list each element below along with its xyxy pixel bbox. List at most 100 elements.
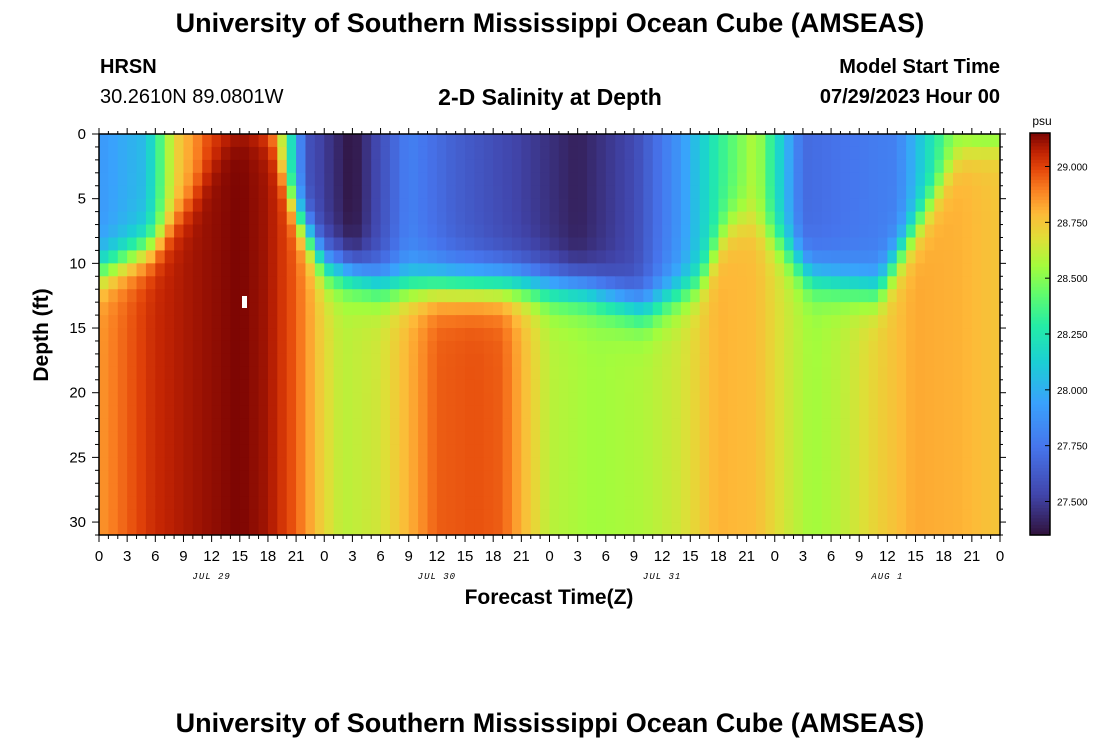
heatmap-cell [868, 289, 879, 303]
heatmap-cell [784, 392, 795, 407]
heatmap-cell [709, 198, 720, 213]
colorbar-swatch [1030, 253, 1050, 258]
heatmap-cell [239, 134, 250, 148]
heatmap-cell [887, 431, 898, 446]
heatmap-cell [615, 405, 626, 420]
heatmap-cell [849, 392, 860, 407]
heatmap-cell [192, 405, 203, 420]
heatmap-cell [831, 328, 842, 342]
heatmap-cell [418, 224, 429, 239]
heatmap-cell [267, 328, 278, 342]
heatmap-cell [324, 185, 335, 200]
heatmap-cell [164, 444, 175, 458]
heatmap-cell [380, 483, 391, 497]
heatmap-cell [887, 444, 898, 458]
heatmap-cell [221, 496, 231, 510]
heatmap-cell [436, 224, 447, 239]
heatmap-cell [549, 444, 560, 458]
heatmap-cell [221, 509, 231, 523]
heatmap-cell [117, 483, 128, 497]
heatmap-cell [671, 418, 682, 433]
heatmap-cell [343, 146, 354, 161]
heatmap-cell [727, 276, 738, 290]
heatmap-cell [192, 444, 203, 458]
heatmap-cell [981, 470, 992, 484]
heatmap-cell [483, 431, 494, 446]
heatmap-cell [831, 315, 842, 329]
heatmap-cell [934, 379, 945, 394]
heatmap-cell [662, 159, 673, 174]
heatmap-cell [314, 146, 325, 161]
heatmap-cell [155, 263, 166, 277]
heatmap-cell [793, 237, 804, 252]
heatmap-cell [624, 237, 635, 252]
heatmap-cell [145, 237, 156, 252]
heatmap-cell [117, 444, 128, 458]
heatmap-cell [690, 263, 701, 277]
heatmap-cell [455, 172, 466, 187]
colorbar-swatch [1030, 407, 1050, 412]
heatmap-cell [605, 289, 616, 303]
heatmap-cell [493, 366, 504, 381]
heatmap-cell [324, 496, 335, 510]
heatmap-cell [802, 315, 813, 329]
heatmap-cell [971, 328, 982, 342]
heatmap-cell [465, 302, 476, 316]
heatmap-cell [737, 134, 748, 148]
heatmap-cell [511, 276, 522, 290]
heatmap-cell [277, 340, 288, 355]
heatmap-cell [896, 302, 907, 316]
heatmap-cell [427, 198, 438, 213]
heatmap-cell [831, 509, 842, 523]
heatmap-cell [465, 289, 476, 303]
heatmap-cell [99, 276, 109, 290]
heatmap-cell [558, 418, 569, 433]
heatmap-cell [427, 457, 438, 471]
heatmap-cell [249, 237, 260, 252]
heatmap-cell [530, 146, 541, 161]
heatmap-cell [671, 134, 682, 148]
heatmap-cell [333, 198, 344, 213]
heatmap-cell [680, 237, 691, 252]
heatmap-cell [361, 379, 372, 394]
heatmap-cell [408, 522, 419, 535]
colorbar-swatch [1030, 213, 1050, 218]
heatmap-cell [605, 470, 616, 484]
heatmap-cell [971, 224, 982, 239]
heatmap-cell [455, 496, 466, 510]
heatmap-cell [981, 483, 992, 497]
heatmap-cell [127, 522, 138, 535]
heatmap-cell [267, 379, 278, 394]
heatmap-cell [643, 340, 654, 355]
heatmap-cell [258, 366, 269, 381]
heatmap-cell [605, 353, 616, 368]
colorbar-swatch [1030, 246, 1050, 251]
heatmap-cell [502, 353, 513, 368]
heatmap-cell [493, 224, 504, 239]
heatmap-cell [230, 431, 241, 446]
heatmap-cell [361, 405, 372, 420]
heatmap-cell [296, 418, 307, 433]
heatmap-cell [896, 159, 907, 174]
y-tick-label: 20 [69, 385, 86, 402]
heatmap-cell [680, 134, 691, 148]
heatmap-cell [596, 315, 607, 329]
heatmap-cell [324, 457, 335, 471]
heatmap-cell [746, 496, 757, 510]
heatmap-cell [633, 418, 644, 433]
heatmap-cell [981, 444, 992, 458]
heatmap-cell [746, 146, 757, 161]
heatmap-cell [849, 263, 860, 277]
heatmap-cell [633, 496, 644, 510]
heatmap-cell [549, 289, 560, 303]
heatmap-cell [305, 418, 316, 433]
colorbar-swatch [1030, 427, 1050, 432]
heatmap-cell [427, 522, 438, 535]
heatmap-cell [971, 159, 982, 174]
heatmap-cell [183, 198, 194, 213]
heatmap-cell [108, 172, 119, 187]
heatmap-cell [99, 457, 109, 471]
heatmap-cell [943, 418, 954, 433]
heatmap-cell [380, 172, 391, 187]
heatmap-cell [784, 431, 795, 446]
